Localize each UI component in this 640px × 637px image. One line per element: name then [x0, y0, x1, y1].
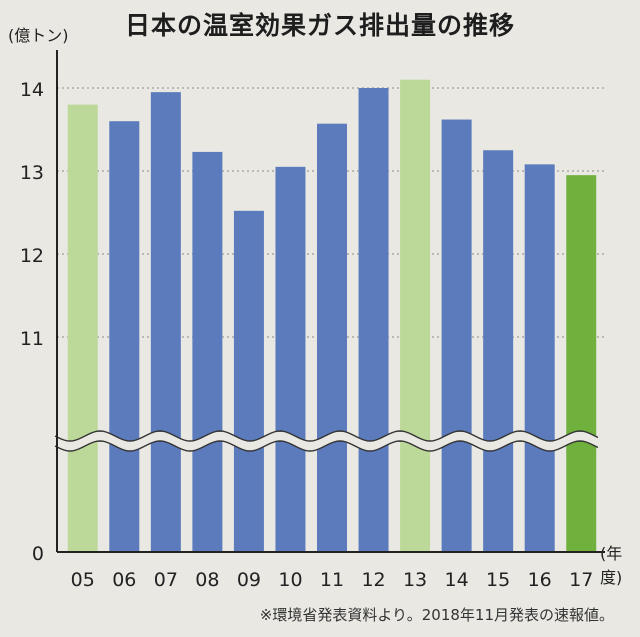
bar-16 [524, 164, 555, 553]
x-tick-label: 05 [71, 569, 95, 591]
x-tick-label: 14 [445, 569, 469, 591]
x-tick-label: 13 [403, 569, 427, 591]
x-tick-label: 16 [528, 569, 552, 591]
bar-07 [150, 92, 181, 553]
x-tick-label: 12 [361, 569, 385, 591]
y-tick-label: 0 [32, 543, 44, 565]
bar-11 [317, 123, 347, 552]
x-unit-label: (年度) [600, 544, 623, 587]
bar-14 [441, 119, 472, 552]
bar-10 [275, 166, 306, 552]
footnote: ※環境省発表資料より。2018年11月発表の速報値。 [259, 606, 614, 624]
bar-08 [192, 151, 223, 552]
y-tick-label: 14 [20, 79, 44, 101]
bar-12 [358, 88, 389, 552]
axis-break-band [52, 431, 601, 451]
chart-title: 日本の温室効果ガス排出量の推移 [124, 11, 515, 40]
bar-05 [67, 104, 98, 552]
y-tick-label: 13 [20, 162, 44, 184]
bar-15 [483, 150, 514, 552]
bar-06 [109, 121, 140, 552]
x-tick-label: 17 [569, 569, 593, 591]
x-tick-label: 09 [237, 569, 261, 591]
y-tick-label: 12 [20, 245, 44, 267]
axis-break-line-upper [54, 430, 599, 442]
x-tick-label: 08 [195, 569, 219, 591]
y-tick-label: 11 [20, 328, 44, 350]
bar-17 [566, 175, 597, 552]
bar-13 [400, 79, 431, 552]
x-tick-label: 06 [112, 569, 136, 591]
x-tick-label: 15 [486, 569, 510, 591]
axis-break-line-lower [54, 440, 599, 452]
x-tick-label: 11 [320, 569, 344, 591]
bar-09 [233, 210, 264, 552]
x-tick-label: 07 [154, 569, 178, 591]
x-tick-label: 10 [278, 569, 302, 591]
y-unit-label: (億トン) [8, 26, 69, 45]
